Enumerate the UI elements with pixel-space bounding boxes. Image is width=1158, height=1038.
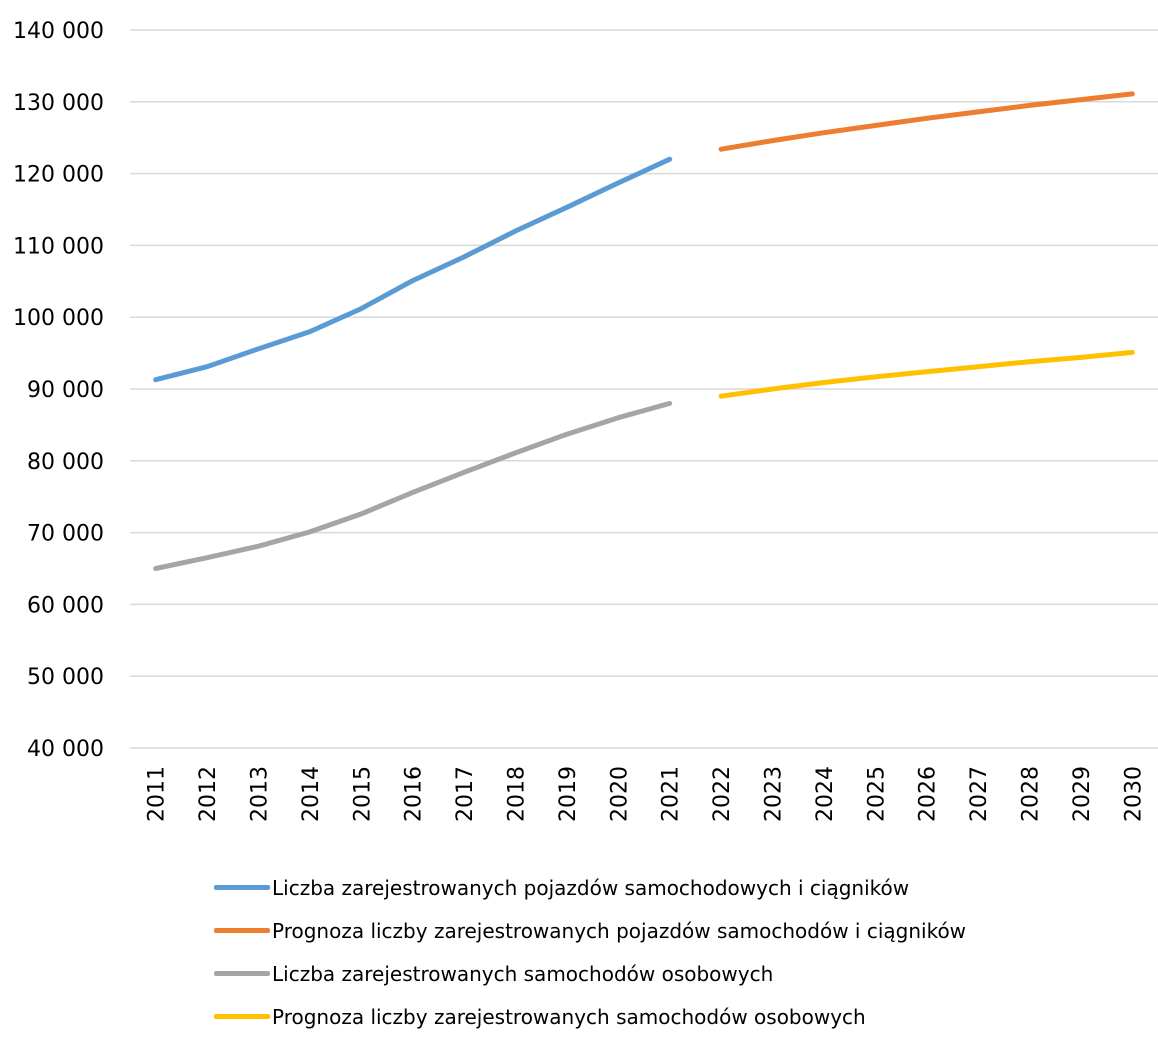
legend-label: Liczba zarejestrowanych samochodów osobo…: [272, 961, 774, 986]
x-tick-label: 2026: [916, 766, 941, 822]
legend-swatch: [214, 928, 270, 933]
y-tick-label: 140 000: [13, 19, 104, 44]
series-line: [153, 400, 673, 571]
x-tick-label: 2013: [248, 766, 273, 822]
legend-swatch: [214, 885, 270, 890]
x-tick-label: 2011: [145, 766, 170, 822]
x-tick-label: 2024: [813, 766, 838, 822]
series-line: [153, 156, 673, 383]
y-tick-label: 80 000: [27, 450, 104, 475]
y-tick-label: 50 000: [27, 665, 104, 690]
legend-swatch: [214, 1014, 270, 1019]
y-tick-label: 110 000: [13, 234, 104, 259]
x-tick-label: 2023: [762, 766, 787, 822]
legend-item: Liczba zarejestrowanych samochodów osobo…: [214, 952, 1154, 995]
y-tick-label: 40 000: [27, 737, 104, 762]
x-tick-label: 2025: [864, 766, 889, 822]
x-axis-ticks: 2011 2012 2013 2014 2015 2016 2017 2018 2019 2020…: [145, 766, 1147, 822]
x-tick-label: 2016: [402, 766, 427, 822]
legend-swatch: [214, 971, 270, 976]
legend-item: Liczba zarejestrowanych pojazdów samocho…: [214, 866, 1154, 909]
legend-label: Prognoza liczby zarejestrowanych samocho…: [272, 1004, 866, 1029]
x-tick-label: 2020: [607, 766, 632, 822]
x-tick-label: 2030: [1121, 766, 1146, 822]
x-tick-label: 2015: [350, 766, 375, 822]
x-tick-label: 2012: [196, 766, 221, 822]
y-tick-label: 70 000: [27, 522, 104, 547]
x-tick-label: 2029: [1070, 766, 1095, 822]
legend-item: Prognoza liczby zarejestrowanych pojazdó…: [214, 909, 1154, 952]
x-tick-label: 2014: [299, 766, 324, 822]
legend-label: Prognoza liczby zarejestrowanych pojazdó…: [272, 918, 967, 943]
x-tick-label: 2018: [505, 766, 530, 822]
gridlines: [130, 29, 1158, 749]
series-line: [718, 349, 1135, 399]
x-tick-label: 2022: [710, 766, 735, 822]
y-axis-ticks: 40 000 50 000 60 000 70 000 80 000 90 000 100 …: [13, 19, 104, 762]
series-lines: [153, 91, 1135, 571]
x-tick-label: 2028: [1019, 766, 1044, 822]
series-line: [718, 91, 1135, 152]
y-tick-label: 100 000: [13, 306, 104, 331]
x-tick-label: 2027: [967, 766, 992, 822]
x-tick-label: 2021: [659, 766, 684, 822]
y-tick-label: 60 000: [27, 593, 104, 618]
y-tick-label: 90 000: [27, 378, 104, 403]
legend-item: Prognoza liczby zarejestrowanych samocho…: [214, 995, 1154, 1038]
legend: Liczba zarejestrowanych pojazdów samocho…: [214, 866, 1154, 1038]
line-chart: 40 000 50 000 60 000 70 000 80 000 90 000 100 …: [13, 19, 1158, 822]
x-tick-label: 2017: [453, 766, 478, 822]
y-tick-label: 130 000: [13, 91, 104, 116]
x-tick-label: 2019: [556, 766, 581, 822]
y-tick-label: 120 000: [13, 163, 104, 188]
legend-label: Liczba zarejestrowanych pojazdów samocho…: [272, 875, 910, 900]
